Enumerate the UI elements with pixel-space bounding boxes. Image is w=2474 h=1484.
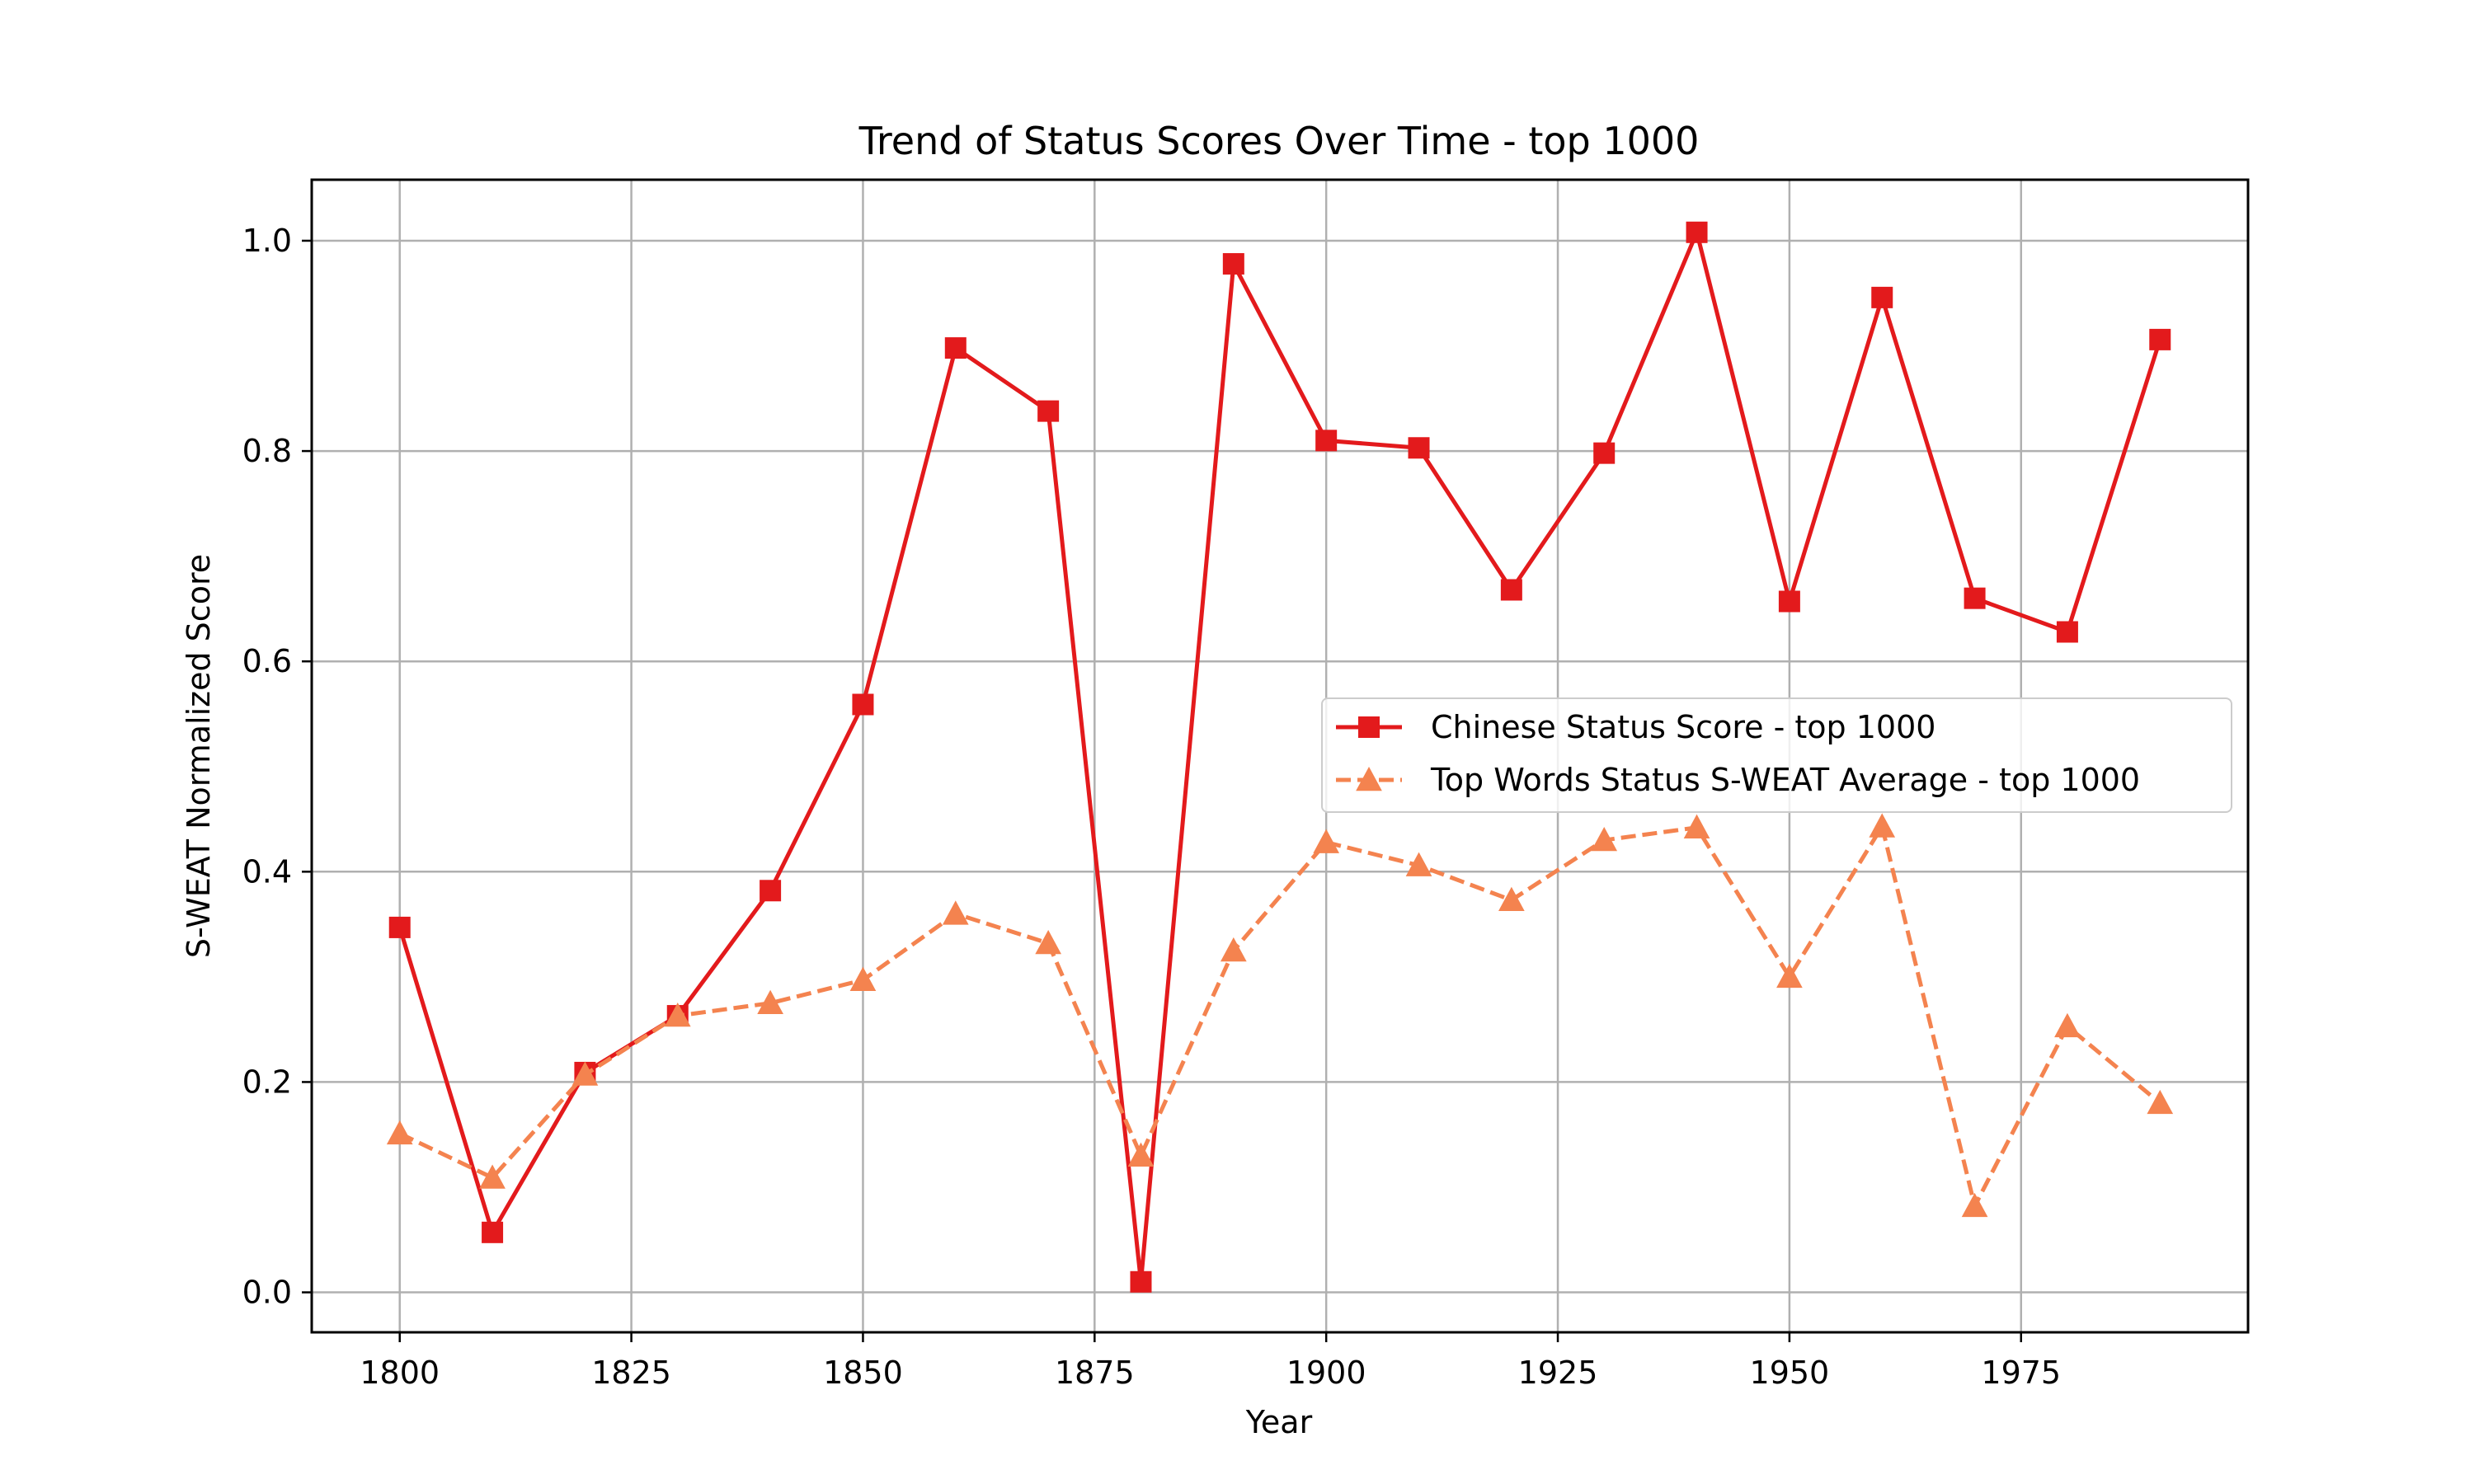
data-point <box>1315 430 1338 452</box>
y-axis-label: S-WEAT Normalized Score <box>181 554 217 958</box>
y-tick-label: 0.4 <box>242 853 292 890</box>
data-point <box>2147 1089 2174 1115</box>
data-point <box>1778 590 1800 613</box>
legend-label: Chinese Status Score - top 1000 <box>1431 709 1935 745</box>
data-point <box>852 693 874 716</box>
chart-title: Trend of Status Scores Over Time - top 1… <box>858 119 1700 163</box>
data-point <box>571 1061 599 1086</box>
data-point <box>760 880 782 902</box>
data-point <box>942 900 969 925</box>
x-tick-label: 1825 <box>591 1355 671 1391</box>
data-point <box>664 1003 691 1027</box>
y-tick-label: 1.0 <box>242 223 292 259</box>
grid-lines <box>312 180 2248 1332</box>
x-tick-label: 1925 <box>1518 1355 1598 1391</box>
x-tick-label: 1975 <box>1981 1355 2061 1391</box>
data-point <box>2056 621 2078 643</box>
series-lines <box>386 221 2174 1293</box>
data-point <box>849 966 877 991</box>
series-1 <box>388 221 2171 1293</box>
legend-label: Top Words Status S-WEAT Average - top 10… <box>1430 762 2140 798</box>
data-point <box>386 1120 413 1145</box>
data-point <box>2054 1012 2081 1038</box>
data-point <box>1222 253 1244 275</box>
legend-marker <box>1356 766 1382 791</box>
data-point <box>1964 587 1986 609</box>
data-point <box>2149 328 2171 350</box>
plot-area-frame <box>310 178 2250 1334</box>
legend: Chinese Status Score - top 1000 Top Words… <box>1321 697 2232 813</box>
x-tick-label: 1875 <box>1055 1355 1135 1391</box>
data-point <box>1593 442 1616 464</box>
data-point <box>482 1221 504 1243</box>
data-point <box>1127 1142 1155 1167</box>
data-point <box>1591 826 1618 852</box>
data-point <box>1776 963 1803 989</box>
data-point <box>1500 579 1522 601</box>
y-axis: 0.0 0.2 0.4 0.6 0.8 1.0 <box>242 223 312 1311</box>
x-axis: 1800 1825 1850 1875 1900 1925 1950 1975 <box>360 1332 2061 1391</box>
data-point <box>1683 814 1710 838</box>
legend-box <box>1321 697 2232 813</box>
x-axis-label: Year <box>1245 1404 1313 1440</box>
data-point <box>1498 886 1525 911</box>
y-tick-label: 0.2 <box>242 1064 292 1100</box>
data-point <box>1035 929 1061 955</box>
legend-marker <box>1358 716 1380 738</box>
x-tick-label: 1800 <box>360 1355 440 1391</box>
data-point <box>1313 829 1340 853</box>
series-2 <box>386 813 2174 1218</box>
data-point <box>1037 400 1060 422</box>
y-tick-label: 0.6 <box>242 643 292 679</box>
data-point <box>1871 286 1893 308</box>
data-point <box>1130 1270 1152 1293</box>
data-point <box>944 337 967 359</box>
data-point <box>1686 221 1708 243</box>
data-point <box>479 1164 506 1189</box>
x-tick-label: 1950 <box>1750 1355 1830 1391</box>
x-tick-label: 1900 <box>1286 1355 1366 1391</box>
y-tick-label: 0.8 <box>242 433 292 469</box>
y-tick-label: 0.0 <box>242 1275 292 1311</box>
series-line <box>398 824 2161 1209</box>
x-tick-label: 1850 <box>823 1355 903 1391</box>
data-point <box>757 989 783 1015</box>
data-point <box>1405 852 1432 876</box>
data-point <box>388 916 411 938</box>
series-line <box>397 230 2162 1284</box>
data-point <box>1961 1192 1988 1218</box>
data-point <box>1869 813 1896 838</box>
data-point <box>1220 937 1247 962</box>
data-point <box>1408 437 1430 459</box>
